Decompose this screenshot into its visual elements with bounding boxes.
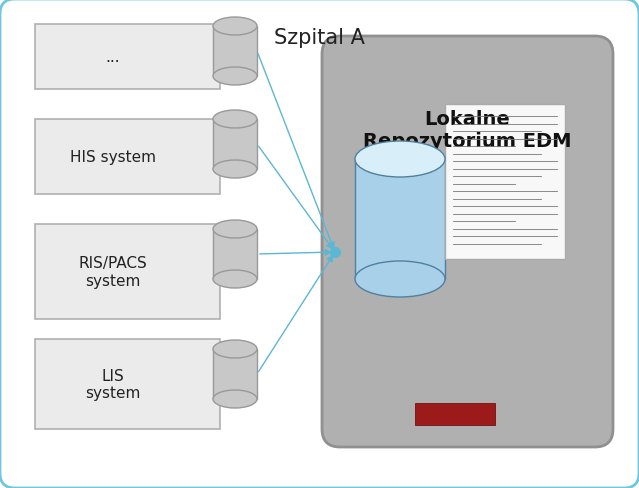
Ellipse shape <box>213 68 257 86</box>
Ellipse shape <box>213 221 257 239</box>
Text: Szpital A: Szpital A <box>274 28 365 48</box>
FancyBboxPatch shape <box>322 37 613 447</box>
Polygon shape <box>213 120 257 170</box>
Text: HIS system: HIS system <box>70 150 156 164</box>
Polygon shape <box>213 27 257 77</box>
Ellipse shape <box>213 111 257 129</box>
Ellipse shape <box>355 262 445 297</box>
Polygon shape <box>355 160 445 280</box>
Ellipse shape <box>355 142 445 178</box>
Text: Lokalne
Repozytorium EDM: Lokalne Repozytorium EDM <box>363 110 572 151</box>
Text: ...: ... <box>105 50 120 65</box>
Bar <box>415 403 495 425</box>
FancyBboxPatch shape <box>35 25 220 90</box>
FancyBboxPatch shape <box>35 224 220 319</box>
Polygon shape <box>213 229 257 280</box>
Ellipse shape <box>213 340 257 358</box>
Text: RIS/PACS
system: RIS/PACS system <box>79 256 147 288</box>
Polygon shape <box>213 349 257 399</box>
FancyBboxPatch shape <box>35 120 220 195</box>
Ellipse shape <box>213 270 257 288</box>
Text: LIS
system: LIS system <box>85 368 141 400</box>
FancyBboxPatch shape <box>35 339 220 429</box>
Ellipse shape <box>213 390 257 408</box>
Ellipse shape <box>213 161 257 179</box>
Ellipse shape <box>213 18 257 36</box>
Bar <box>445 105 565 260</box>
